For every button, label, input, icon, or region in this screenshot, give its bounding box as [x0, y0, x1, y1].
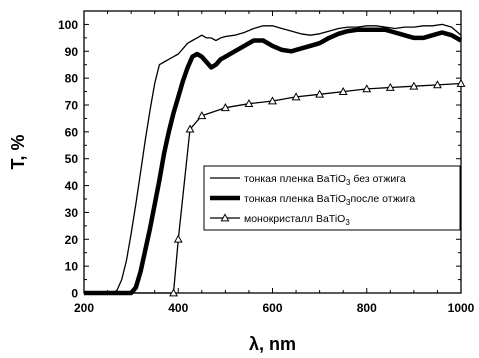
- series-3-point: [169, 288, 178, 297]
- y-tick-label: 0: [71, 287, 78, 301]
- series-line-1: [84, 23, 462, 294]
- legend-label: тонкая пленка BaTiO3после отжига: [244, 193, 415, 207]
- x-tick-label: 600: [262, 301, 282, 315]
- y-axis-title: T, %: [8, 134, 28, 169]
- series-3-point: [409, 81, 419, 90]
- series-3-point: [173, 234, 183, 243]
- series-3-point: [220, 103, 230, 112]
- axes: 200 400 600 800 1000 0 10 20 30 40 50 60 70 80 90 100: [58, 10, 475, 315]
- x-tick-label: 400: [168, 301, 188, 315]
- series-3-point: [185, 124, 195, 133]
- plot-frame: [83, 10, 462, 294]
- y-tick-label: 90: [65, 45, 79, 59]
- y-tick-label: 50: [65, 152, 79, 166]
- legend-label: монокристалл BaTiO3: [244, 213, 350, 227]
- series-3-point: [338, 86, 348, 95]
- y-tick-label: 10: [65, 260, 79, 274]
- series-line-2: [84, 27, 463, 296]
- series-3-point: [315, 89, 325, 98]
- series-3-point: [432, 80, 442, 89]
- y-tick-label: 100: [58, 18, 78, 32]
- series-3-point: [456, 78, 466, 87]
- series-3-point: [197, 111, 207, 120]
- x-tick-label: 1000: [448, 301, 475, 315]
- x-tick-label: 200: [74, 301, 94, 315]
- series-3-point: [268, 96, 277, 105]
- series-3-point: [244, 99, 254, 108]
- legend-label: тонкая пленка BaTiO3 без отжига: [244, 173, 406, 187]
- y-tick-label: 20: [65, 233, 79, 247]
- series-3-point: [291, 92, 301, 101]
- legend-marker: [220, 213, 230, 222]
- legend: тонкая пленка BaTiO3 без отжига тонкая пл…: [203, 165, 461, 231]
- y-tick-label: 30: [65, 206, 79, 220]
- y-tick-label: 70: [65, 99, 79, 113]
- series-3-point: [385, 82, 395, 91]
- y-tick-label: 60: [65, 125, 79, 139]
- legend-box: [203, 165, 461, 231]
- y-tick-label: 80: [65, 72, 79, 86]
- series-3-point: [362, 84, 372, 93]
- x-tick-label: 800: [357, 301, 377, 315]
- y-tick-label: 40: [65, 179, 79, 193]
- series-line-3: [84, 82, 462, 294]
- series-layer: [84, 23, 466, 297]
- x-axis-title: λ, nm: [249, 334, 296, 354]
